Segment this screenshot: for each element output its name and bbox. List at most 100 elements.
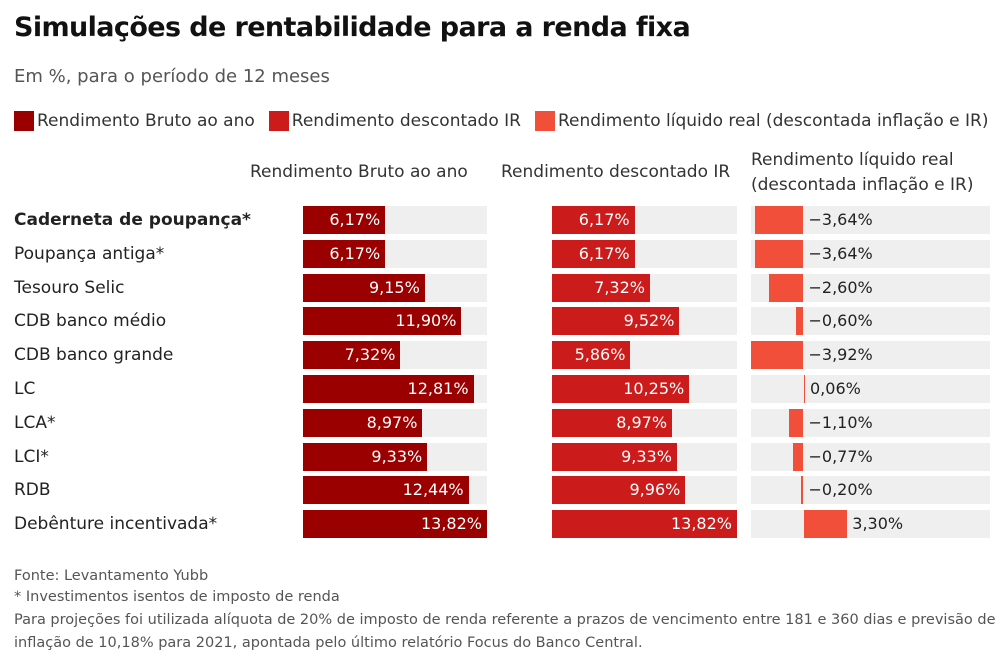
bar-track-gross: 7,32% [303,341,487,369]
value-label-net-real: −2,60% [808,278,873,297]
bar-after-ir [552,240,635,268]
bar-gross [303,443,428,471]
row-label: Caderneta de poupança* [14,210,251,230]
value-label-gross: 6,17% [329,244,381,263]
bar-track-net-real: −1,10% [751,409,990,437]
column-header-net-real-line2: (descontada inflação e IR) [751,175,974,195]
value-label-after-ir: 10,25% [623,379,685,398]
row-label: RDB [14,480,51,500]
value-label-net-real: 0,06% [810,379,861,398]
bar-net-real [755,240,804,268]
legend-label-after-ir: Rendimento descontado IR [291,111,521,131]
value-label-gross: 13,82% [420,514,482,533]
bar-track-after-ir: 5,86% [552,341,737,369]
bar-net-real [803,510,848,538]
value-label-after-ir: 9,96% [629,480,681,499]
column-header-gross: Rendimento Bruto ao ano [250,162,468,182]
value-label-net-real: −3,64% [808,244,873,263]
bar-track-gross: 9,15% [303,274,487,302]
bar-track-net-real: −0,20% [751,476,990,504]
row-label: LCI* [14,447,49,467]
bar-track-net-real: −3,64% [751,206,990,234]
bar-net-real [755,206,804,234]
bar-track-gross: 11,90% [303,307,487,335]
value-label-gross: 7,32% [344,345,396,364]
value-label-after-ir: 8,97% [616,413,668,432]
bar-track-after-ir: 10,25% [552,375,737,403]
bar-track-after-ir: 7,32% [552,274,737,302]
value-label-after-ir: 7,32% [594,278,645,297]
bar-gross [303,206,386,234]
value-label-gross: 12,44% [402,480,464,499]
bar-track-net-real: −0,60% [751,307,990,335]
bar-track-after-ir: 13,82% [552,510,737,538]
legend-label-gross: Rendimento Bruto ao ano [37,111,255,131]
bar-track-gross: 6,17% [303,240,487,268]
bar-track-after-ir: 8,97% [552,409,737,437]
footnote-method-line1: Para projeções foi utilizada alíquota de… [14,612,996,628]
bar-track-gross: 13,82% [303,510,487,538]
value-label-after-ir: 13,82% [670,514,732,533]
bar-gross [303,240,386,268]
bar-net-real [788,409,804,437]
bar-track-gross: 12,81% [303,375,487,403]
row-label: CDB banco médio [14,311,167,331]
row-label: LC [14,379,36,399]
bar-after-ir [552,274,650,302]
bar-gross [303,476,469,504]
bar-gross [303,274,425,302]
bar-after-ir [552,409,673,437]
legend-swatch-gross [14,111,34,131]
value-label-gross: 8,97% [366,413,418,432]
legend-item-gross: Rendimento Bruto ao ano [14,111,255,131]
value-label-net-real: −1,10% [808,413,873,432]
legend-swatch-after-ir [268,111,289,131]
bar-track-net-real: −3,92% [751,341,990,369]
bar-net-real [800,476,804,504]
value-label-gross: 9,33% [371,447,423,466]
bar-track-net-real: −3,64% [751,240,990,268]
bar-net-real [751,341,804,369]
bar-track-net-real: 3,30% [751,510,990,538]
bar-gross [303,510,487,538]
bar-net-real [793,443,804,471]
column-header-net-real-line1: Rendimento líquido real [751,150,954,170]
legend: Rendimento Bruto ao ano Rendimento desco… [14,108,1002,134]
value-label-net-real: −0,20% [808,480,873,499]
bar-track-net-real: −2,60% [751,274,990,302]
value-label-net-real: −3,64% [808,210,873,229]
value-label-net-real: −0,77% [808,447,873,466]
value-label-after-ir: 9,52% [623,311,675,330]
value-label-gross: 6,17% [329,210,381,229]
bar-track-gross: 8,97% [303,409,487,437]
bar-after-ir [552,510,737,538]
bar-gross [303,409,423,437]
bar-track-after-ir: 9,52% [552,307,737,335]
row-label: Poupança antiga* [14,244,165,264]
bar-track-gross: 9,33% [303,443,487,471]
value-label-after-ir: 5,86% [574,345,626,364]
value-label-gross: 11,90% [395,311,457,330]
bar-track-after-ir: 9,96% [552,476,737,504]
bar-after-ir [552,476,686,504]
bar-after-ir [552,307,680,335]
bar-net-real [768,274,804,302]
value-label-net-real: −0,60% [808,311,873,330]
value-label-net-real: −3,92% [808,345,873,364]
bar-after-ir [552,375,690,403]
bar-track-after-ir: 9,33% [552,443,737,471]
footnote-source: Fonte: Levantamento Yubb [14,568,209,584]
legend-label-net-real: Rendimento líquido real (descontada infl… [557,111,989,131]
bar-track-net-real: 0,06% [751,375,990,403]
column-header-after-ir: Rendimento descontado IR [501,162,731,182]
value-label-gross: 12,81% [407,379,469,398]
bar-track-after-ir: 6,17% [552,206,737,234]
row-label: LCA* [14,413,56,433]
footnote-method-line2: inflação de 10,18% para 2021, apontada p… [14,635,643,651]
value-label-after-ir: 6,17% [578,244,630,263]
footnote-tax-exempt: * Investimentos isentos de imposto de re… [14,589,340,605]
bar-track-gross: 6,17% [303,206,487,234]
bar-net-real [803,375,805,403]
bar-after-ir [552,341,631,369]
bar-after-ir [552,206,635,234]
